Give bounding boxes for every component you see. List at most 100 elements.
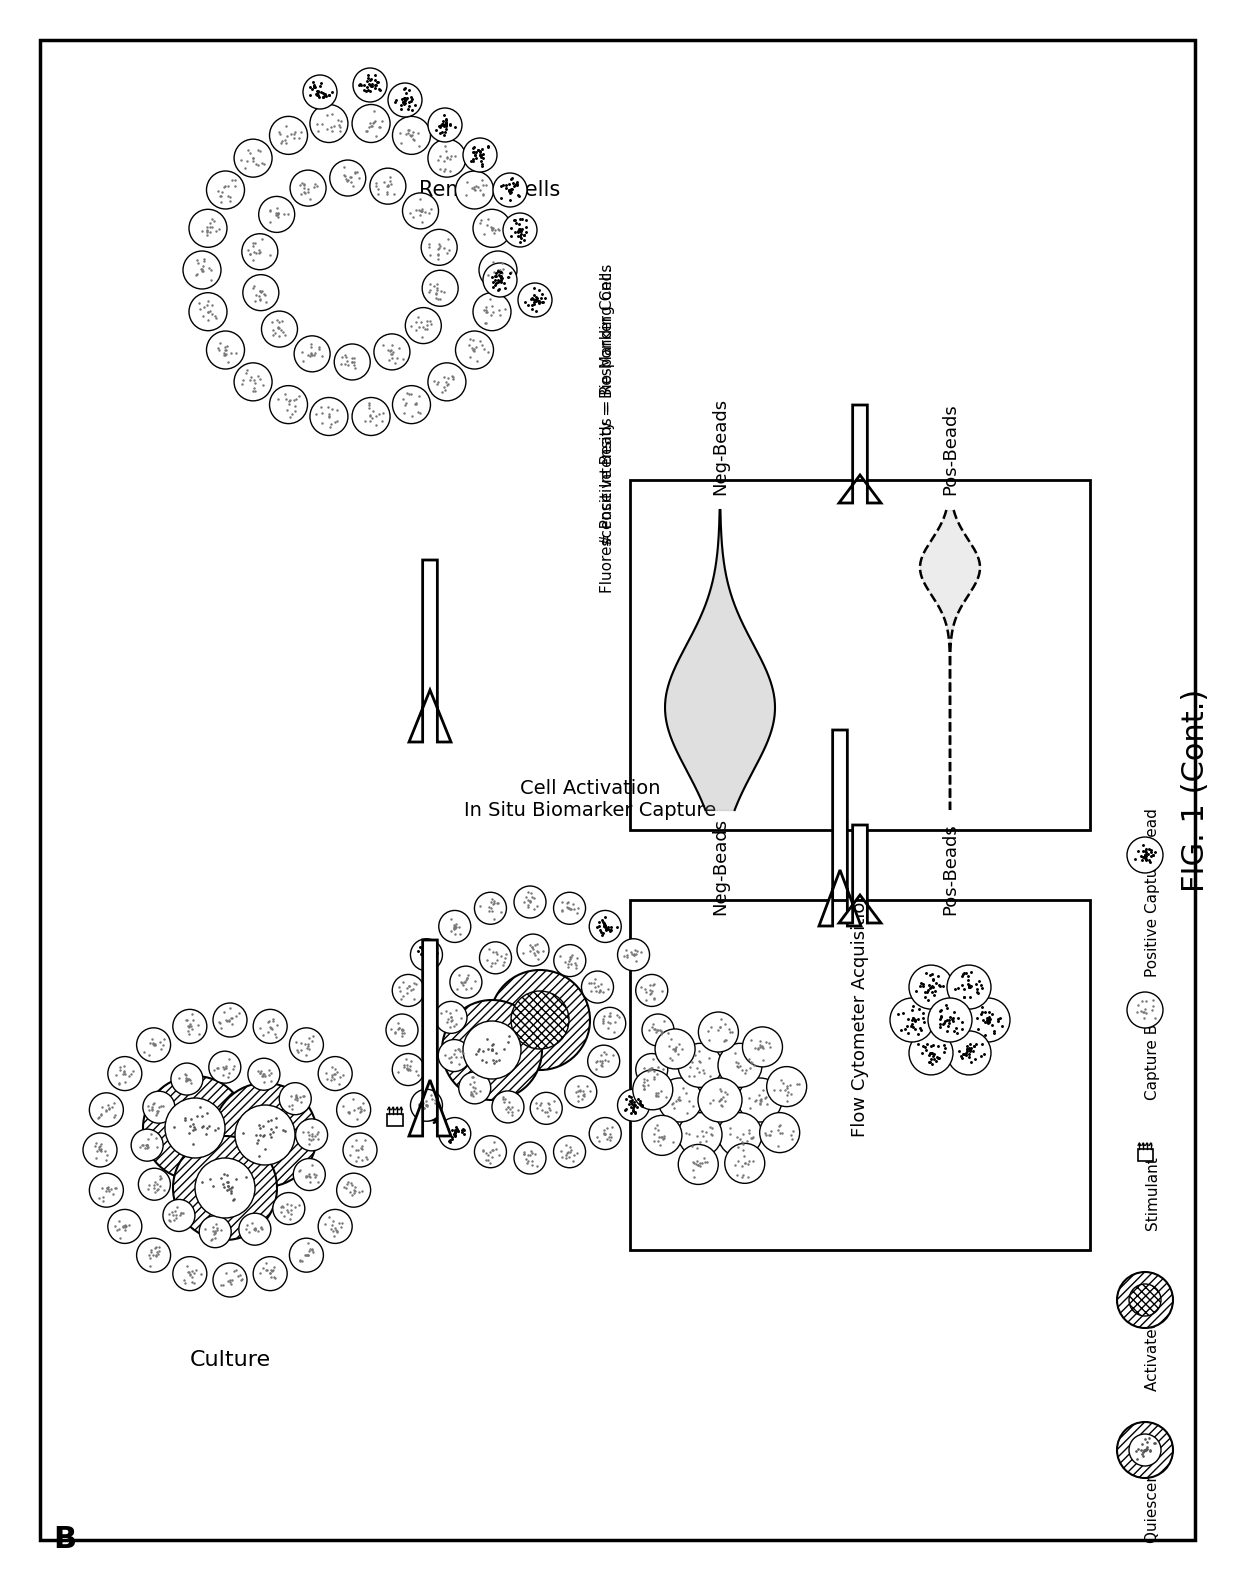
Circle shape	[428, 363, 466, 400]
Circle shape	[269, 386, 308, 424]
Circle shape	[618, 939, 650, 970]
Circle shape	[1128, 1284, 1161, 1315]
Circle shape	[947, 1031, 991, 1075]
Circle shape	[188, 293, 227, 331]
Circle shape	[515, 1141, 546, 1175]
Circle shape	[336, 1092, 371, 1127]
Circle shape	[294, 1159, 325, 1190]
Text: Capture Bead: Capture Bead	[1145, 996, 1159, 1100]
Circle shape	[594, 1007, 626, 1040]
Circle shape	[234, 139, 272, 177]
Circle shape	[1117, 1422, 1173, 1479]
Circle shape	[410, 939, 443, 970]
Circle shape	[428, 108, 463, 142]
Circle shape	[184, 252, 221, 290]
Circle shape	[455, 171, 494, 209]
Circle shape	[279, 1083, 311, 1114]
Circle shape	[352, 104, 391, 142]
FancyBboxPatch shape	[40, 40, 1195, 1540]
Circle shape	[531, 1092, 562, 1124]
Circle shape	[374, 334, 410, 370]
Text: Pos-Beads: Pos-Beads	[941, 404, 959, 495]
Circle shape	[172, 1010, 207, 1043]
Circle shape	[259, 196, 295, 233]
Circle shape	[636, 975, 667, 1007]
Circle shape	[909, 1031, 954, 1075]
Circle shape	[234, 363, 272, 400]
Circle shape	[143, 1076, 247, 1179]
Circle shape	[618, 1089, 650, 1121]
Circle shape	[294, 336, 330, 372]
Circle shape	[273, 1192, 305, 1225]
Circle shape	[108, 1209, 141, 1243]
Circle shape	[494, 173, 527, 207]
Circle shape	[439, 910, 471, 942]
Circle shape	[909, 966, 954, 1008]
Circle shape	[242, 234, 278, 269]
Circle shape	[588, 1045, 620, 1076]
Circle shape	[392, 975, 424, 1007]
Circle shape	[200, 1216, 231, 1247]
Circle shape	[243, 275, 279, 310]
Circle shape	[207, 331, 244, 369]
Text: Activated Cell: Activated Cell	[1145, 1285, 1159, 1391]
Circle shape	[947, 966, 991, 1008]
Circle shape	[718, 1113, 763, 1157]
Circle shape	[517, 934, 549, 966]
Circle shape	[589, 910, 621, 942]
Circle shape	[1127, 993, 1163, 1027]
Circle shape	[213, 1004, 247, 1037]
Text: # Positive Beads = Responding Cells: # Positive Beads = Responding Cells	[600, 264, 615, 546]
Circle shape	[743, 1027, 782, 1067]
Circle shape	[698, 1012, 738, 1053]
Text: Stimulant: Stimulant	[1145, 1156, 1159, 1230]
Circle shape	[303, 74, 337, 109]
Circle shape	[335, 344, 371, 380]
Circle shape	[89, 1092, 123, 1127]
Circle shape	[479, 252, 517, 290]
Text: Pos-Beads: Pos-Beads	[941, 823, 959, 915]
Circle shape	[213, 1263, 247, 1296]
Circle shape	[319, 1209, 352, 1243]
Circle shape	[492, 1091, 525, 1122]
Circle shape	[162, 1200, 195, 1232]
Polygon shape	[409, 560, 451, 742]
Circle shape	[515, 886, 546, 918]
Text: Positive Capture Bead: Positive Capture Bead	[1145, 809, 1159, 977]
Text: Culture: Culture	[190, 1350, 270, 1369]
Circle shape	[553, 893, 585, 924]
Circle shape	[463, 138, 497, 173]
Circle shape	[208, 1051, 241, 1083]
Circle shape	[239, 1213, 270, 1246]
Circle shape	[290, 169, 326, 206]
Circle shape	[83, 1133, 117, 1167]
Circle shape	[435, 1002, 467, 1034]
Circle shape	[966, 997, 1011, 1042]
Circle shape	[353, 68, 387, 101]
Circle shape	[459, 1072, 491, 1103]
Circle shape	[165, 1099, 224, 1159]
Circle shape	[352, 397, 391, 435]
Circle shape	[422, 230, 458, 266]
Circle shape	[262, 312, 298, 347]
Circle shape	[269, 117, 308, 155]
Circle shape	[658, 1078, 702, 1122]
Circle shape	[472, 209, 511, 247]
Circle shape	[310, 397, 348, 435]
Circle shape	[136, 1238, 171, 1273]
Circle shape	[441, 1000, 542, 1100]
Circle shape	[174, 1137, 277, 1239]
Circle shape	[405, 307, 441, 344]
Circle shape	[370, 168, 405, 204]
Circle shape	[392, 1054, 424, 1086]
Circle shape	[564, 1076, 596, 1108]
Circle shape	[143, 1091, 175, 1124]
Circle shape	[330, 160, 366, 196]
Circle shape	[678, 1113, 722, 1157]
Circle shape	[450, 966, 482, 999]
Circle shape	[766, 1067, 807, 1107]
Circle shape	[236, 1105, 295, 1165]
Circle shape	[188, 209, 227, 247]
Text: FIG. 1 (Cont.): FIG. 1 (Cont.)	[1180, 689, 1209, 891]
Polygon shape	[839, 825, 880, 923]
